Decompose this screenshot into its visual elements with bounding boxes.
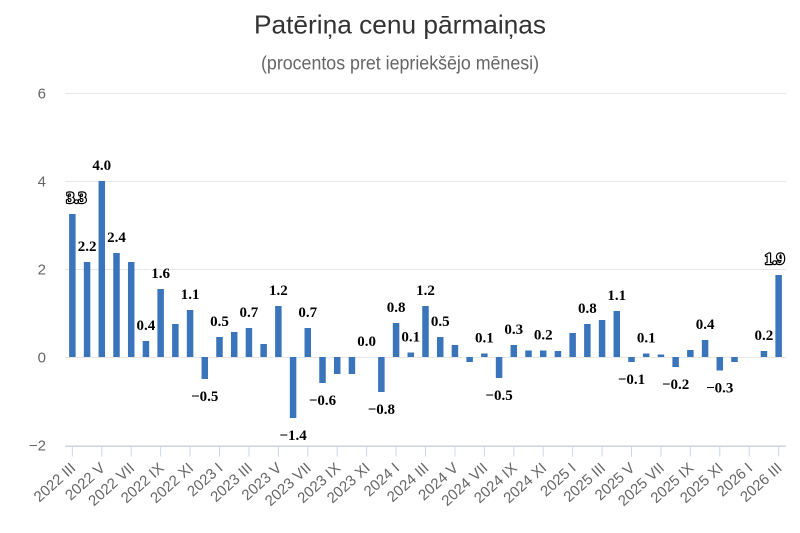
- svg-text:−0.3: −0.3: [706, 381, 733, 397]
- svg-text:2.2: 2.2: [78, 239, 97, 255]
- svg-text:−0.5: −0.5: [191, 389, 218, 405]
- svg-text:1.1: 1.1: [607, 288, 626, 304]
- svg-text:1.1: 1.1: [181, 287, 200, 303]
- svg-text:−2: −2: [29, 437, 46, 454]
- svg-text:1.2: 1.2: [416, 283, 435, 299]
- svg-text:0.7: 0.7: [298, 305, 317, 321]
- svg-text:−0.1: −0.1: [618, 372, 645, 388]
- svg-text:0.8: 0.8: [578, 301, 597, 317]
- svg-text:0.5: 0.5: [210, 314, 229, 330]
- svg-text:3.3: 3.3: [66, 190, 86, 207]
- svg-text:−0.8: −0.8: [368, 402, 395, 418]
- svg-text:2.4: 2.4: [107, 230, 126, 246]
- svg-text:−1.4: −1.4: [279, 428, 307, 444]
- svg-text:0.3: 0.3: [504, 322, 523, 338]
- svg-text:−0.2: −0.2: [662, 377, 689, 393]
- svg-text:−0.5: −0.5: [485, 388, 512, 404]
- svg-text:1.2: 1.2: [269, 283, 288, 299]
- svg-text:6: 6: [38, 85, 46, 102]
- svg-text:4.0: 4.0: [92, 158, 111, 174]
- svg-text:0.7: 0.7: [240, 305, 259, 321]
- svg-text:0.2: 0.2: [755, 328, 774, 344]
- svg-text:1.6: 1.6: [151, 266, 170, 282]
- svg-text:Patēriņa cenu pārmaiņas: Patēriņa cenu pārmaiņas: [254, 10, 546, 40]
- svg-text:0.8: 0.8: [387, 300, 406, 316]
- svg-text:0.5: 0.5: [431, 314, 450, 330]
- svg-text:0.4: 0.4: [137, 318, 156, 334]
- svg-text:0.1: 0.1: [401, 330, 420, 346]
- svg-text:0.2: 0.2: [534, 328, 553, 344]
- svg-text:0.4: 0.4: [696, 317, 715, 333]
- svg-text:(procentos pret iepriekšējo mē: (procentos pret iepriekšējo mēnesi): [261, 54, 539, 75]
- svg-text:2: 2: [38, 261, 46, 278]
- svg-text:0: 0: [38, 349, 46, 366]
- svg-text:−0.6: −0.6: [309, 393, 337, 409]
- svg-text:1.9: 1.9: [765, 251, 785, 268]
- svg-text:0.0: 0.0: [357, 334, 376, 350]
- svg-text:0.1: 0.1: [637, 331, 656, 347]
- svg-text:4: 4: [38, 173, 46, 190]
- svg-text:0.1: 0.1: [475, 331, 494, 347]
